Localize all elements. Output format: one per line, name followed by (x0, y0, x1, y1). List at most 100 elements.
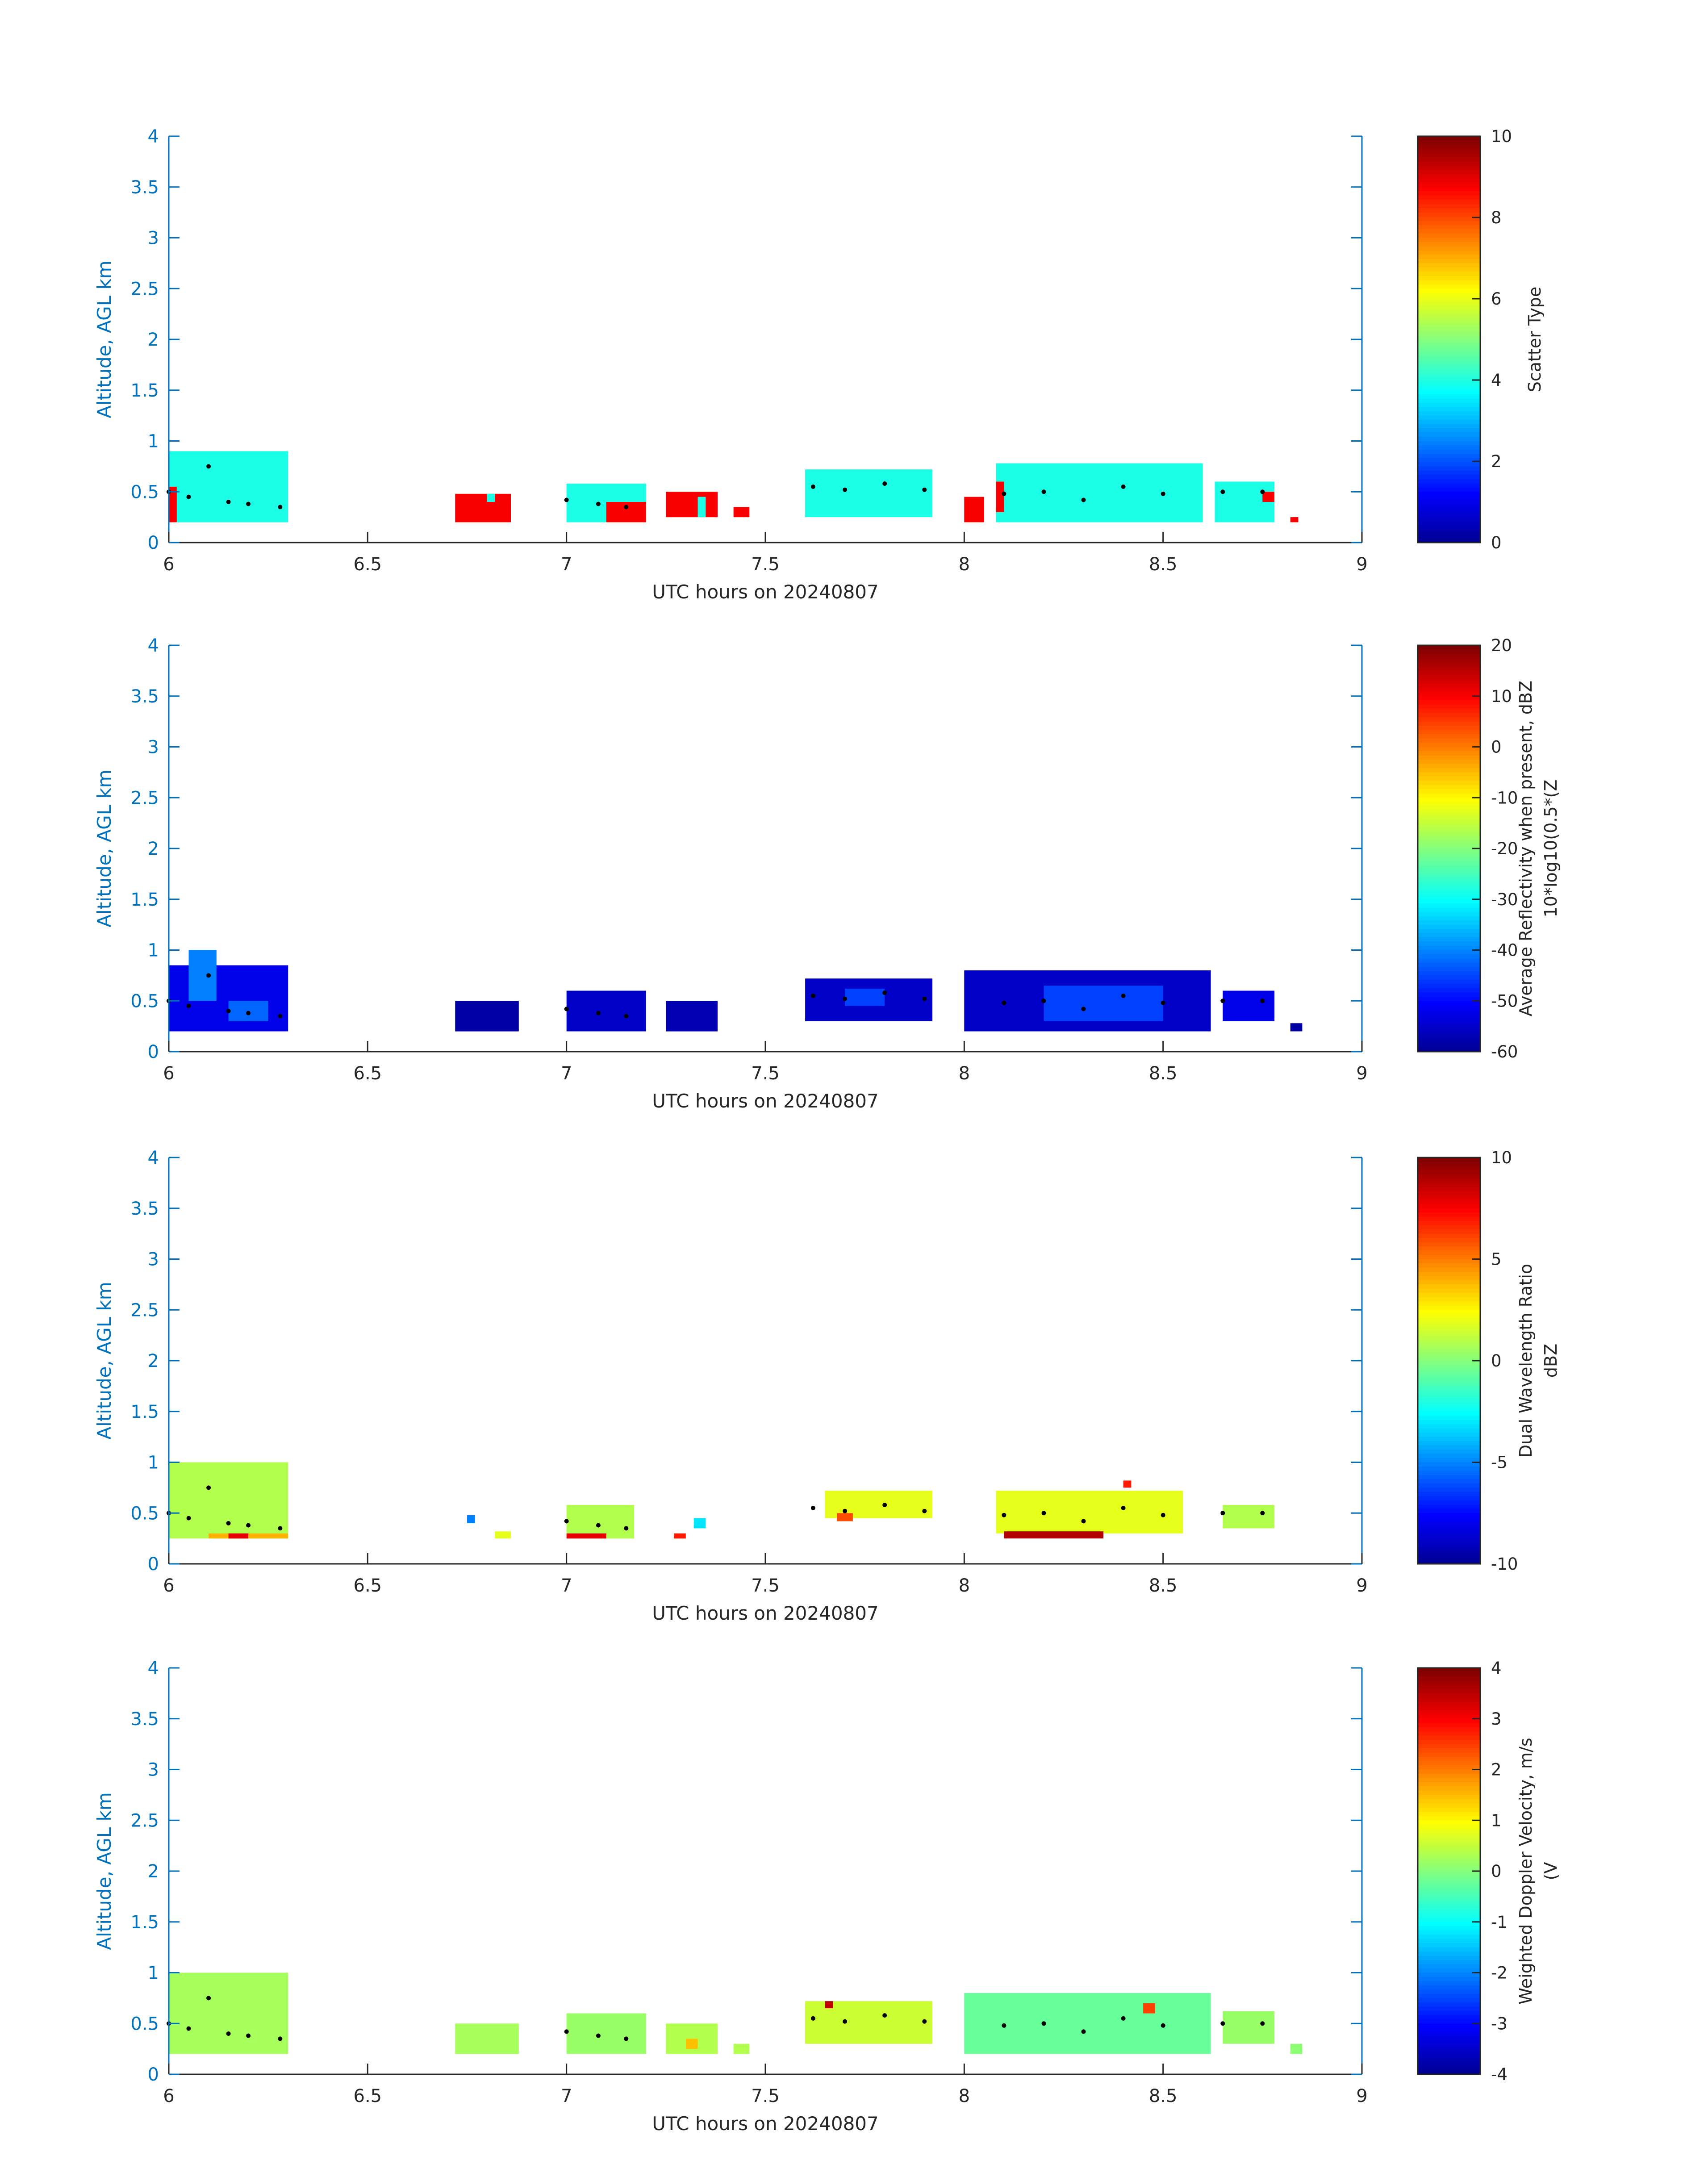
colorbar-swatch (1418, 967, 1480, 972)
colorbar-swatch (1418, 1901, 1480, 1905)
heatmap-cell (1290, 517, 1299, 522)
colorbar-swatch (1418, 1026, 1480, 1031)
colorbar-tick-label: -20 (1491, 839, 1518, 858)
colorbar-label-formula: dBZ (1541, 1344, 1561, 1378)
colorbar-swatch (1418, 1170, 1480, 1175)
colorbar-swatch (1418, 526, 1480, 531)
colorbar-swatch (1418, 1547, 1480, 1552)
colorbar-swatch (1418, 958, 1480, 963)
colorbar-swatch (1418, 687, 1480, 693)
colorbar-swatch (1418, 882, 1480, 887)
colorbar-swatch (1418, 798, 1480, 802)
colorbar-swatch (1418, 420, 1480, 425)
colorbar-swatch (1418, 301, 1480, 306)
colorbar-swatch (1418, 352, 1480, 357)
colorbar-swatch (1418, 1960, 1480, 1965)
colorbar-swatch (1418, 1701, 1480, 1707)
colorbar-swatch (1418, 1183, 1480, 1188)
colorbar-tick-label: -4 (1491, 2065, 1508, 2084)
heatmap-cell (837, 1513, 853, 1521)
colorbar-swatch (1418, 1956, 1480, 1960)
colorbar-swatch (1418, 356, 1480, 361)
colorbar-swatch (1418, 1854, 1480, 1859)
colorbar-swatch (1418, 1905, 1480, 1910)
colorbar-tick-label: -60 (1491, 1042, 1518, 1061)
heatmap-cell (674, 1533, 686, 1539)
colorbar-swatch (1418, 950, 1480, 955)
centroid-marker (1041, 999, 1046, 1003)
colorbar-swatch (1418, 1229, 1480, 1234)
colorbar-swatch (1418, 483, 1480, 488)
colorbar-swatch (1418, 802, 1480, 806)
colorbar-tick-label: -5 (1491, 1453, 1508, 1472)
heatmap-cell (685, 2039, 698, 2049)
colorbar-swatch (1418, 1706, 1480, 1711)
colorbar-swatch (1418, 2061, 1480, 2066)
colorbar-swatch (1418, 1513, 1480, 1518)
colorbar-swatch (1418, 1837, 1480, 1842)
y-tick-label: 4 (148, 126, 159, 147)
heatmap-cell (733, 2043, 750, 2054)
colorbar-frame (1417, 135, 1481, 543)
y-tick-label: 0 (148, 1554, 159, 1575)
colorbar-swatch (1418, 1496, 1480, 1501)
centroid-marker (246, 501, 251, 506)
colorbar-swatch (1418, 1816, 1480, 1821)
colorbar-swatch (1418, 174, 1480, 179)
y-tick-label: 2 (148, 330, 159, 350)
colorbar-swatch (1418, 726, 1480, 731)
colorbar-swatch (1418, 1301, 1480, 1306)
colorbar-swatch (1418, 475, 1480, 480)
x-tick-label: 7 (561, 1063, 572, 1084)
colorbar-swatch (1418, 424, 1480, 429)
heatmap-cell (566, 1533, 606, 1539)
colorbar-swatch (1418, 1233, 1480, 1238)
x-tick-label: 6 (163, 1063, 174, 1084)
centroid-marker (226, 1521, 231, 1525)
x-tick-label: 8.5 (1149, 1575, 1178, 1596)
colorbar-swatch (1418, 2057, 1480, 2062)
y-axis-label: Altitude, AGL km (93, 1792, 115, 1950)
colorbar-swatch (1418, 823, 1480, 828)
centroid-marker (564, 1007, 569, 1011)
centroid-marker (1121, 1505, 1126, 1510)
colorbar-swatch (1418, 1909, 1480, 1914)
colorbar-swatch (1418, 272, 1480, 276)
y-tick-label: 0 (148, 2064, 159, 2085)
x-axis-label: UTC hours on 20240807 (652, 1602, 879, 1624)
colorbar-swatch (1418, 1795, 1480, 1800)
centroid-marker (624, 1014, 629, 1019)
colorbar-swatch (1418, 907, 1480, 912)
colorbar-swatch (1418, 1280, 1480, 1285)
colorbar-swatch (1418, 140, 1480, 145)
colorbar-swatch (1418, 1693, 1480, 1698)
colorbar-swatch (1418, 789, 1480, 794)
colorbar-swatch (1418, 954, 1480, 959)
colorbar-swatch (1418, 1458, 1480, 1463)
colorbar-swatch (1418, 1216, 1480, 1221)
colorbar-swatch (1418, 1386, 1480, 1391)
colorbar-swatch (1418, 1284, 1480, 1289)
colorbar-tick-label: 5 (1491, 1250, 1502, 1269)
heatmap-cell (467, 1515, 475, 1523)
heatmap-cell (805, 2001, 933, 2044)
colorbar-swatch (1418, 360, 1480, 365)
centroid-marker (843, 487, 848, 492)
colorbar-swatch (1418, 1416, 1480, 1421)
y-tick-label: 2.5 (130, 1810, 159, 1831)
colorbar-swatch (1418, 2066, 1480, 2071)
x-tick-label: 6.5 (354, 2086, 382, 2106)
colorbar-swatch (1418, 339, 1480, 344)
colorbar-swatch (1418, 1672, 1480, 1677)
colorbar-swatch (1418, 1199, 1480, 1205)
y-tick-label: 1 (148, 431, 159, 452)
colorbar-swatch (1418, 730, 1480, 735)
colorbar-swatch (1418, 899, 1480, 904)
centroid-marker (246, 1011, 251, 1015)
heatmap-cell (455, 493, 511, 522)
colorbar-swatch (1418, 916, 1480, 921)
colorbar-swatch (1418, 496, 1480, 501)
colorbar-swatch (1418, 747, 1480, 752)
colorbar-swatch (1418, 1993, 1480, 1999)
centroid-marker (1002, 2023, 1006, 2028)
